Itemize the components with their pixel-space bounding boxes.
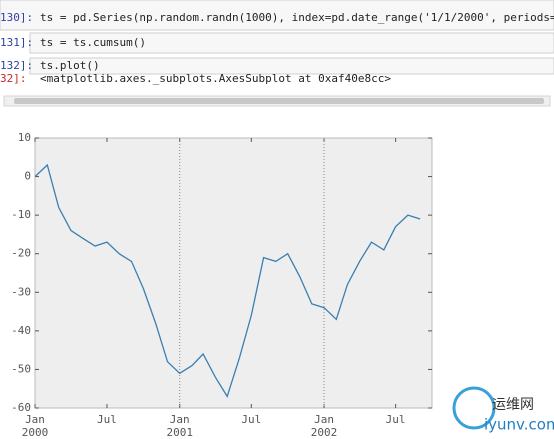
watermark-site: iyunv.com: [484, 416, 554, 434]
x-tick-label: Jul: [241, 413, 261, 426]
y-tick-label: 10: [18, 131, 31, 144]
x-tick-label: Jan 2000: [22, 413, 49, 439]
x-tick-label: Jan 2001: [166, 413, 193, 439]
y-tick-label: -30: [11, 285, 31, 298]
cell-prompt: 132]:: [0, 59, 33, 72]
cell-box[interactable]: [0, 0, 554, 31]
cell-box[interactable]: [29, 32, 554, 54]
y-tick-label: -50: [11, 362, 31, 375]
x-tick-label: Jan 2002: [311, 413, 338, 439]
cell-code: ts = ts.cumsum(): [40, 36, 146, 49]
scroll-thumb[interactable]: [14, 98, 544, 104]
plot-area: [34, 137, 433, 409]
y-tick-label: -40: [11, 324, 31, 337]
y-tick-label: -20: [11, 247, 31, 260]
x-tick-label: Jul: [97, 413, 117, 426]
cell-prompt: 130]:: [0, 11, 33, 24]
y-tick-label: -60: [11, 401, 31, 414]
y-tick-label: 0: [24, 170, 31, 183]
output-text: <matplotlib.axes._subplots.AxesSubplot a…: [40, 72, 391, 85]
cell-box[interactable]: [29, 57, 554, 75]
output-prompt: 32]:: [0, 72, 27, 85]
cell-code: ts.plot(): [40, 59, 100, 72]
x-tick-label: Jul: [386, 413, 406, 426]
logo: [452, 386, 496, 430]
watermark-name: 运维网: [492, 397, 534, 413]
cell-code: ts = pd.Series(np.random.randn(1000), in…: [40, 11, 554, 24]
series-line: [34, 163, 421, 398]
cell-prompt: 131]:: [0, 36, 33, 49]
y-tick-label: -10: [11, 208, 31, 221]
